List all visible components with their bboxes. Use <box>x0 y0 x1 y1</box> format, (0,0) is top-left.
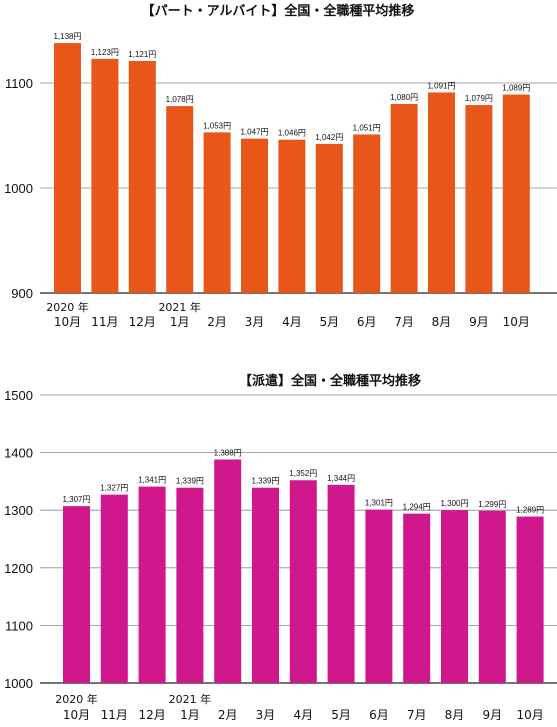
data-label: 1,307円 <box>62 495 90 504</box>
bar <box>128 60 156 294</box>
x-tick-label: 9月 <box>482 708 502 722</box>
bar <box>465 105 493 293</box>
chart-title-part-time: 【パート・アルバイト】全国・全職種平均推移 <box>142 3 415 19</box>
x-tick-label: 2月 <box>218 708 238 722</box>
bar <box>390 104 418 293</box>
x-tick-label: 4月 <box>282 315 302 329</box>
data-label: 1,341円 <box>138 476 166 485</box>
x-tick-label: 11月 <box>91 315 118 329</box>
bar <box>176 487 204 683</box>
x-tick-label: 3月 <box>245 315 265 329</box>
data-label: 1,121円 <box>128 50 156 59</box>
year-label: 2021 年 <box>158 300 201 314</box>
x-tick-label: 4月 <box>293 708 313 722</box>
data-label: 1,138円 <box>53 32 81 41</box>
y-tick-label: 1100 <box>5 76 33 91</box>
x-tick-label: 8月 <box>445 708 465 722</box>
bar <box>516 516 544 683</box>
data-label: 1,091円 <box>427 81 455 90</box>
data-label: 1,089円 <box>502 84 530 93</box>
chart-title-dispatch: 【派遣】全国・全職種平均推移 <box>239 373 421 389</box>
data-label: 1,294円 <box>403 503 431 512</box>
bar <box>365 509 393 683</box>
y-tick-label: 1000 <box>4 676 33 691</box>
x-tick-label: 12月 <box>129 315 156 329</box>
x-tick-label: 3月 <box>256 708 276 722</box>
data-label: 1,299円 <box>478 500 506 509</box>
year-label: 2020 年 <box>46 300 89 314</box>
x-tick-label: 5月 <box>319 315 339 329</box>
data-label: 1,388円 <box>214 449 242 458</box>
bar <box>289 480 317 683</box>
bar <box>166 106 194 293</box>
bar <box>91 58 119 293</box>
bar <box>428 92 455 293</box>
bar <box>241 138 268 293</box>
x-tick-label: 5月 <box>331 708 351 722</box>
bar <box>327 484 355 683</box>
y-tick-label: 1200 <box>4 561 33 576</box>
year-label: 2021 年 <box>169 692 212 706</box>
bar <box>63 506 90 683</box>
data-label: 1,078円 <box>166 95 194 104</box>
y-tick-label: 1100 <box>5 618 33 633</box>
x-tick-label: 7月 <box>394 315 414 329</box>
x-tick-label: 10月 <box>503 315 530 329</box>
data-label: 1,301円 <box>365 499 393 508</box>
data-label: 1,051円 <box>353 123 381 132</box>
y-tick-label: 900 <box>11 286 33 301</box>
bar <box>100 494 128 683</box>
bar <box>252 487 279 683</box>
bar <box>353 134 381 293</box>
x-tick-label: 9月 <box>469 315 489 329</box>
x-tick-label: 8月 <box>432 315 452 329</box>
y-tick-label: 1400 <box>4 446 33 461</box>
bar <box>138 486 166 683</box>
data-label: 1,053円 <box>203 121 231 130</box>
data-label: 1,327円 <box>100 484 128 493</box>
y-tick-label: 1300 <box>4 503 33 518</box>
data-label: 1,042円 <box>315 133 343 142</box>
data-label: 1,046円 <box>278 129 306 138</box>
bar <box>54 43 81 293</box>
x-tick-label: 7月 <box>407 708 427 722</box>
data-label: 1,079円 <box>465 94 493 103</box>
y-tick-label: 1500 <box>4 388 33 403</box>
data-label: 1,047円 <box>240 128 268 137</box>
x-tick-label: 12月 <box>138 708 165 722</box>
bar <box>315 143 343 293</box>
bar <box>441 510 468 683</box>
x-tick-label: 10月 <box>54 315 81 329</box>
bar <box>203 132 231 293</box>
data-label: 1,344円 <box>327 474 355 483</box>
data-label: 1,339円 <box>176 477 204 486</box>
year-label: 2020 年 <box>55 692 98 706</box>
bar <box>403 513 431 683</box>
x-tick-label: 10月 <box>63 708 90 722</box>
x-tick-label: 1月 <box>170 315 190 329</box>
y-tick-label: 1000 <box>4 181 33 196</box>
bar <box>502 94 530 293</box>
data-label: 1,339円 <box>251 477 279 486</box>
x-tick-label: 1月 <box>180 708 200 722</box>
x-tick-label: 2月 <box>207 315 227 329</box>
x-tick-label: 10月 <box>516 708 543 722</box>
x-tick-label: 11月 <box>101 708 128 722</box>
x-tick-label: 6月 <box>369 708 389 722</box>
x-tick-label: 6月 <box>357 315 377 329</box>
data-label: 1,289円 <box>516 506 544 515</box>
bar <box>214 459 242 683</box>
bar <box>478 510 506 683</box>
data-label: 1,352円 <box>289 469 317 478</box>
data-label: 1,123円 <box>91 48 119 57</box>
bar <box>278 139 306 293</box>
data-label: 1,300円 <box>440 499 468 508</box>
data-label: 1,080円 <box>390 93 418 102</box>
